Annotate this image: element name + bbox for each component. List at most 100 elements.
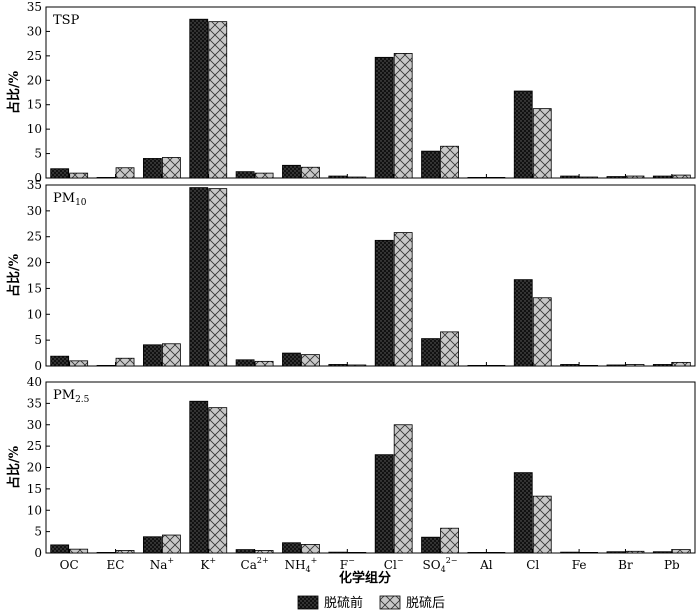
y-tick-label: 15 — [27, 482, 42, 496]
bar-after — [347, 176, 367, 179]
x-tick-label: OC — [60, 558, 79, 572]
bar-before — [142, 536, 162, 554]
y-tick-label: 0 — [34, 546, 42, 560]
y-tick-label: 15 — [27, 98, 42, 112]
bar-before — [96, 552, 116, 554]
bar-after — [115, 550, 135, 554]
bar-after — [625, 364, 645, 367]
bar-after — [671, 361, 691, 367]
x-axis-labels: OC EC Na+ K+ Ca2+ NH4+ F− Cl− SO42− Al Cl Fe Br Pb — [60, 556, 680, 574]
panel-label: TSP — [53, 13, 80, 28]
y-tick-label: 0 — [34, 171, 42, 185]
panel-frame — [45, 6, 696, 179]
x-tick-label: F− — [340, 556, 355, 572]
y-tick-label: 5 — [34, 525, 42, 539]
bar-before — [235, 549, 255, 554]
panel-label: PM2.5 — [53, 388, 90, 405]
bar-before — [50, 355, 70, 367]
bar-before — [282, 164, 301, 179]
x-tick-label: Cl — [526, 558, 539, 572]
bar-before — [606, 551, 626, 554]
bar-before — [560, 364, 580, 367]
x-tick-label: EC — [107, 558, 125, 572]
bar-before — [189, 18, 209, 179]
bar-before — [282, 542, 301, 554]
bar-after — [301, 354, 320, 367]
legend-item-before: 脱硫前 — [297, 595, 363, 611]
y-tick-label: 25 — [27, 230, 42, 244]
x-tick-label: NH4+ — [285, 556, 318, 574]
bar-before — [606, 364, 626, 367]
bar-after — [625, 175, 645, 179]
bar-after — [115, 357, 135, 367]
bar-after — [625, 550, 645, 554]
bar-before — [467, 364, 487, 367]
y-tick-label: 25 — [27, 49, 42, 63]
x-tick-label: K+ — [200, 556, 216, 572]
bar-before — [652, 551, 672, 554]
x-tick-label: Ca2+ — [241, 556, 269, 572]
y-tick-label: 30 — [27, 24, 42, 38]
bar-after — [486, 552, 506, 554]
legend-label: 脱硫前 — [324, 595, 363, 611]
bar-before — [652, 364, 672, 367]
bar-before — [606, 176, 626, 179]
bar-before — [328, 364, 348, 367]
bar-after — [347, 364, 367, 367]
bar-after — [486, 176, 506, 179]
bar-after — [208, 21, 228, 179]
y-tick-label: 0 — [34, 359, 42, 373]
y-tick-label: 20 — [27, 256, 42, 270]
bar-after — [69, 360, 89, 367]
x-tick-label: Al — [479, 558, 493, 572]
y-tick-label: 30 — [27, 204, 42, 218]
bar-before — [421, 536, 440, 554]
panel-frame — [45, 381, 696, 554]
bar-before — [560, 551, 580, 554]
bar-after — [393, 424, 413, 554]
bar-after — [579, 552, 599, 554]
bar-before — [467, 552, 487, 554]
bar-before — [50, 168, 70, 179]
bar-after — [532, 495, 552, 554]
bar-before — [652, 175, 672, 179]
bar-after — [208, 188, 228, 367]
bar-after — [115, 167, 135, 179]
y-tick-label: 15 — [27, 281, 42, 295]
bar-before — [374, 454, 394, 554]
legend-item-after: 脱硫后 — [379, 595, 445, 611]
bar-before — [328, 175, 348, 179]
bar-before — [282, 352, 301, 367]
bar-after — [393, 232, 413, 367]
bar-before — [513, 472, 533, 554]
bar-before — [560, 175, 580, 179]
bar-after — [671, 174, 691, 179]
bar-after — [532, 297, 552, 367]
y-tick-label: 40 — [27, 375, 42, 389]
y-tick-label: 20 — [27, 73, 42, 87]
bar-after — [161, 157, 181, 179]
legend-swatch — [379, 595, 401, 610]
bar-before — [142, 344, 162, 367]
bar-after — [254, 360, 274, 367]
y-tick-label: 5 — [34, 333, 42, 347]
y-axis-title: 占比/% — [6, 445, 22, 489]
bar-before — [142, 158, 162, 179]
y-tick-label: 25 — [27, 439, 42, 453]
y-tick-label: 30 — [27, 418, 42, 432]
y-tick-label: 10 — [27, 307, 42, 321]
bar-after — [671, 549, 691, 554]
legend-swatch — [297, 595, 319, 610]
bar-before — [189, 400, 209, 554]
panel-1: 0 5 10 15 20 25 30 35 占比/% TSP — [6, 0, 696, 185]
panel-2: 0 5 10 15 20 25 30 35 占比/% PM10 — [6, 178, 696, 373]
bar-before — [467, 176, 487, 179]
y-tick-label: 35 — [27, 0, 42, 14]
legend: 脱硫前 脱硫后 — [297, 595, 445, 611]
bar-before — [235, 359, 255, 367]
bar-after — [254, 172, 274, 179]
bar-before — [328, 551, 348, 554]
bar-before — [96, 176, 116, 179]
bar-after — [440, 145, 459, 179]
legend-label: 脱硫后 — [406, 596, 445, 611]
